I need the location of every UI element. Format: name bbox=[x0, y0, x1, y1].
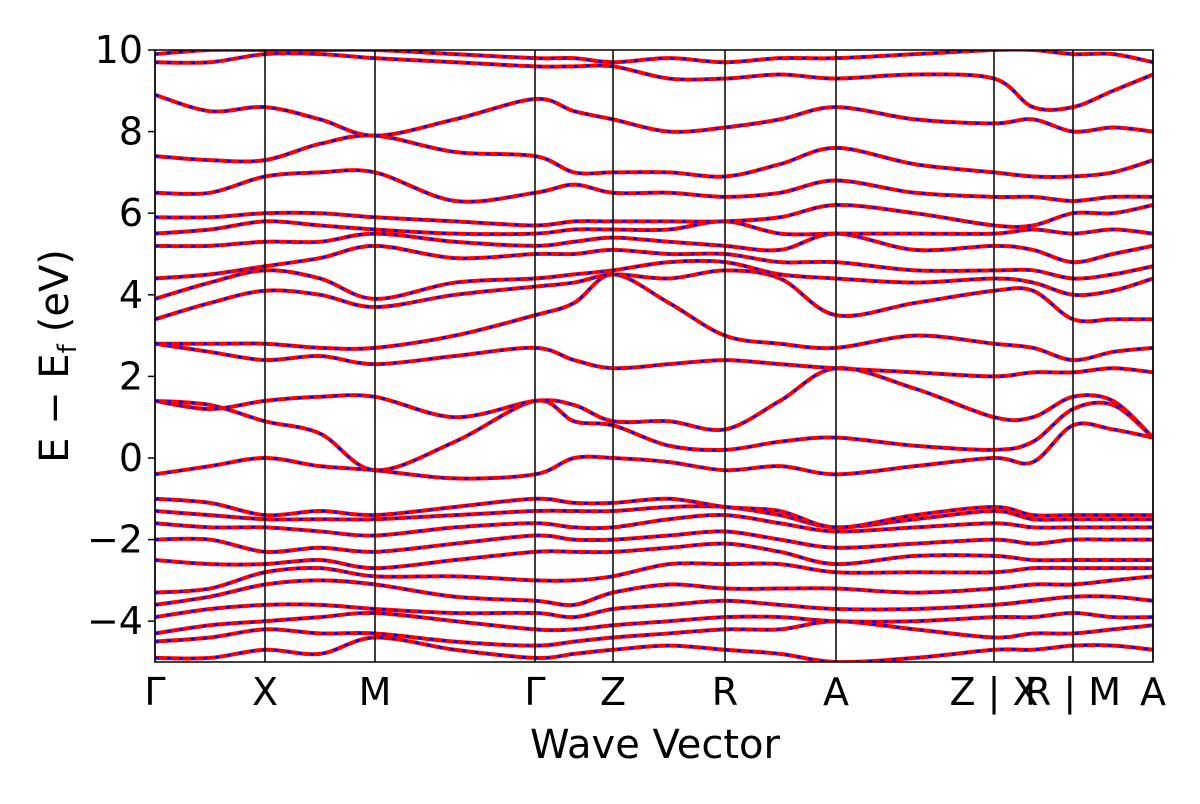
band-line-dashed bbox=[155, 497, 1153, 529]
band-line-dashed bbox=[155, 93, 1153, 137]
x-tick-label: A bbox=[1140, 670, 1166, 714]
band-line bbox=[155, 272, 1153, 363]
y-tick-label: 10 bbox=[95, 28, 143, 72]
band-line-dashed bbox=[155, 244, 1153, 280]
band-line bbox=[155, 231, 1153, 265]
band-line-dashed bbox=[155, 168, 1153, 203]
band-line-dashed bbox=[155, 561, 1153, 594]
band-line-dashed bbox=[155, 259, 1153, 301]
band-line bbox=[155, 51, 1153, 112]
x-axis-label: Wave Vector bbox=[530, 722, 781, 768]
x-tick-label: Γ bbox=[524, 670, 545, 714]
x-tick-label: R bbox=[712, 670, 738, 714]
band-line-dashed bbox=[155, 232, 1153, 264]
band-line-dashed bbox=[155, 52, 1153, 112]
band-line-dashed bbox=[155, 366, 1153, 439]
band-line-dashed bbox=[155, 530, 1153, 554]
band-line-dashed bbox=[155, 269, 1153, 323]
band-line bbox=[155, 513, 1153, 538]
band-line bbox=[155, 341, 1153, 379]
axes: −4 −2 0 2 4 6 8 10 Γ X M Γ Z R A Z | XR | M A bbox=[87, 28, 1166, 715]
bands bbox=[155, 50, 1153, 662]
y-tick-label: 8 bbox=[119, 110, 143, 154]
band-line-dashed bbox=[155, 619, 1153, 647]
x-tick-label: R | M bbox=[1025, 670, 1121, 715]
band-line bbox=[155, 133, 1153, 179]
band-line-dashed bbox=[155, 542, 1153, 570]
band-line bbox=[155, 504, 1153, 530]
y-tick-label: −2 bbox=[87, 518, 143, 562]
y-label-sub: f bbox=[53, 343, 83, 353]
band-line bbox=[155, 50, 1153, 65]
x-tick-label: A bbox=[823, 670, 849, 714]
band-line-dashed bbox=[155, 611, 1153, 635]
y-tick-label: 6 bbox=[119, 191, 143, 235]
plot-frame bbox=[154, 49, 1154, 663]
x-tick-label: X bbox=[252, 670, 278, 714]
band-line bbox=[155, 219, 1153, 237]
band-line bbox=[155, 574, 1153, 608]
band-line bbox=[155, 203, 1153, 229]
y-tick-label: −4 bbox=[87, 599, 143, 643]
x-tick-label: Z bbox=[600, 670, 626, 714]
y-tick-label: 0 bbox=[119, 436, 143, 480]
band-line-dashed bbox=[155, 636, 1153, 662]
y-label-unit: (eV) bbox=[32, 249, 78, 332]
y-tick-label: 4 bbox=[119, 273, 143, 317]
y-axis-label: E − Ef (eV) bbox=[32, 249, 83, 463]
y-label-main: E − E bbox=[32, 353, 78, 463]
band-line bbox=[155, 594, 1153, 620]
band-line bbox=[155, 92, 1153, 138]
band-line bbox=[155, 421, 1153, 481]
y-tick-label: 2 bbox=[119, 354, 143, 398]
band-line-dashed bbox=[155, 399, 1153, 472]
x-tick-label: Γ bbox=[144, 670, 165, 714]
x-tick-label: M bbox=[359, 670, 392, 714]
band-line bbox=[155, 619, 1153, 648]
band-line-dashed bbox=[155, 594, 1153, 619]
x-tick-label: Z | X bbox=[949, 670, 1038, 715]
